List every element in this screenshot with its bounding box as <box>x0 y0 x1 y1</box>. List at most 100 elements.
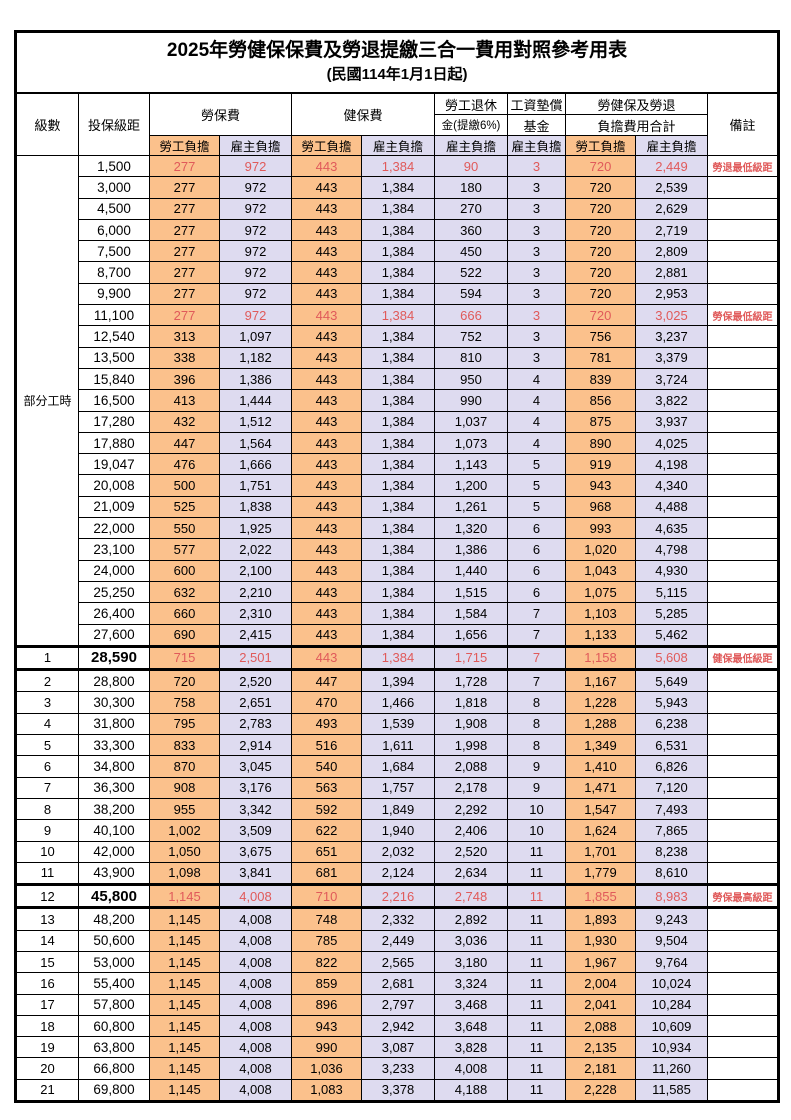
value-cell: 1,384 <box>361 197 435 220</box>
header-row-1: 級數 投保級距 勞保費 健保費 勞工退休 工資墊償 勞健保及勞退 備註 <box>15 92 780 156</box>
value-cell: 1,384 <box>361 644 435 672</box>
value-cell: 1,666 <box>219 453 292 476</box>
value-cell: 5,115 <box>635 580 708 604</box>
value-cell: 3 <box>507 154 566 178</box>
value-cell: 500 <box>149 474 220 497</box>
value-cell: 4,198 <box>635 453 708 476</box>
premium-reference-sheet: 2025年勞健保保費及勞退提繳三合一費用對照參考用表 (民國114年1月1日起)… <box>14 30 781 1104</box>
value-cell: 681 <box>291 861 362 886</box>
value-cell: 993 <box>565 517 636 540</box>
value-cell: 1,384 <box>361 559 435 582</box>
table-row: 2 28,800 720 2,520 447 1,394 1,728 7 1,167 5,649 <box>15 669 780 693</box>
value-cell: 1,893 <box>565 907 636 931</box>
value-cell: 4,025 <box>635 431 708 455</box>
value-cell: 6 <box>507 517 566 540</box>
table-row: 3 30,300 758 2,651 470 1,466 1,818 8 1,228 5,943 <box>15 691 780 714</box>
value-cell: 11 <box>507 1057 566 1080</box>
header-wage-fund-line1: 工資墊償 <box>507 92 566 115</box>
bracket-cell: 30,300 <box>78 691 150 714</box>
level-cell: 12 <box>15 883 79 910</box>
value-cell: 2,520 <box>434 840 508 863</box>
value-cell: 3,342 <box>219 797 292 821</box>
level-cell: 5 <box>15 734 79 757</box>
value-cell: 1,384 <box>361 431 435 455</box>
value-cell: 443 <box>291 474 362 497</box>
remark-cell <box>706 669 780 693</box>
value-cell: 1,384 <box>361 495 435 519</box>
value-cell: 1,133 <box>565 623 636 647</box>
value-cell: 525 <box>149 495 220 519</box>
level-cell: 10 <box>15 840 79 863</box>
table-row: 26,400 660 2,310 443 1,384 1,584 7 1,103 5,285 <box>16 602 780 625</box>
value-cell: 1,145 <box>149 1036 220 1059</box>
value-cell: 1,751 <box>219 474 292 497</box>
value-cell: 1,384 <box>361 453 435 476</box>
header-health-insurance: 健保費 <box>291 92 435 136</box>
table-row: 19 63,800 1,145 4,008 990 3,087 3,828 11 2,135 10… <box>15 1036 780 1059</box>
remark-cell <box>706 197 780 220</box>
value-cell: 4,008 <box>219 929 292 952</box>
value-cell: 3,087 <box>361 1036 435 1059</box>
value-cell: 1,547 <box>565 797 636 821</box>
value-cell: 1,073 <box>434 431 508 455</box>
value-cell: 968 <box>565 495 636 519</box>
value-cell: 758 <box>149 691 220 714</box>
remark-cell <box>706 240 780 263</box>
value-cell: 3 <box>507 176 566 199</box>
remark-cell <box>706 1057 780 1080</box>
bracket-cell: 50,600 <box>78 929 150 952</box>
value-cell: 972 <box>219 176 292 199</box>
value-cell: 5,649 <box>635 669 708 693</box>
value-cell: 443 <box>291 240 362 263</box>
subheader-wage-fund-employer: 雇主負擔 <box>507 135 566 156</box>
value-cell: 2,004 <box>565 972 636 995</box>
value-cell: 1,103 <box>565 602 636 625</box>
value-cell: 4,488 <box>635 495 708 519</box>
bracket-cell: 48,200 <box>78 907 150 931</box>
value-cell: 443 <box>291 410 362 433</box>
value-cell: 8,238 <box>635 840 708 863</box>
bracket-cell: 33,300 <box>78 734 150 757</box>
value-cell: 1,043 <box>565 559 636 582</box>
bracket-cell: 3,000 <box>78 176 150 199</box>
value-cell: 2,181 <box>565 1057 636 1080</box>
table-row: 15,840 396 1,386 443 1,384 950 4 839 3,724 <box>16 367 780 391</box>
value-cell: 1,855 <box>565 883 636 910</box>
value-cell: 277 <box>149 218 220 242</box>
value-cell: 1,145 <box>149 950 220 974</box>
table-row: 7,500 277 972 443 1,384 450 3 720 2,809 <box>16 240 780 263</box>
value-cell: 720 <box>565 218 636 242</box>
table-row: 7 36,300 908 3,176 563 1,757 2,178 9 1,471 7,120 <box>15 776 780 799</box>
value-cell: 2,406 <box>434 819 508 842</box>
value-cell: 748 <box>291 907 362 931</box>
subheader-health-employee: 勞工負擔 <box>291 135 362 156</box>
bracket-cell: 12,540 <box>78 325 150 348</box>
remark-cell <box>706 431 780 455</box>
value-cell: 3 <box>507 261 566 284</box>
value-cell: 1,908 <box>434 712 508 736</box>
value-cell: 443 <box>291 304 362 327</box>
value-cell: 2,292 <box>434 797 508 821</box>
value-cell: 950 <box>434 367 508 391</box>
value-cell: 11 <box>507 950 566 974</box>
value-cell: 2,565 <box>361 950 435 974</box>
value-cell: 4,798 <box>635 538 708 561</box>
value-cell: 1,145 <box>149 929 220 952</box>
header-total-line2: 負擔費用合計 <box>565 114 708 136</box>
value-cell: 9 <box>507 755 566 778</box>
value-cell: 4 <box>507 389 566 412</box>
value-cell: 2,629 <box>635 197 708 220</box>
value-cell: 443 <box>291 538 362 561</box>
value-cell: 443 <box>291 154 362 178</box>
value-cell: 7 <box>507 623 566 647</box>
value-cell: 1,539 <box>361 712 435 736</box>
subheader-total-employee: 勞工負擔 <box>565 135 636 156</box>
bracket-cell: 23,100 <box>78 538 150 561</box>
value-cell: 3,648 <box>434 1014 508 1038</box>
value-cell: 1,143 <box>434 453 508 476</box>
value-cell: 1,386 <box>434 538 508 561</box>
value-cell: 1,075 <box>565 580 636 604</box>
value-cell: 3,509 <box>219 819 292 842</box>
remark-cell <box>706 559 780 582</box>
value-cell: 720 <box>565 154 636 178</box>
